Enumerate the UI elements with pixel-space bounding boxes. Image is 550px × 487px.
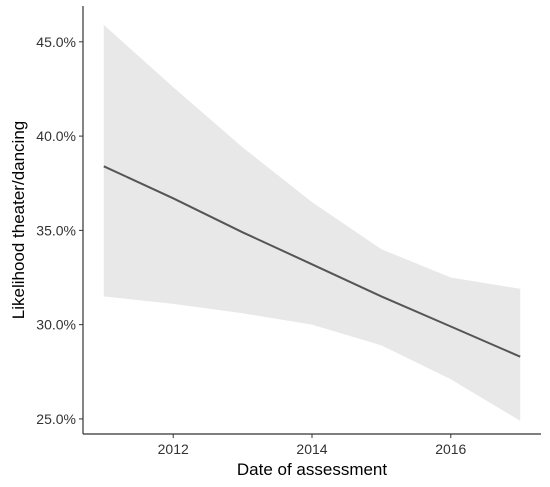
y-tick-label: 35.0% [36, 222, 76, 238]
trend-line [103, 165, 521, 358]
x-axis-label: Date of assessment [237, 460, 388, 479]
y-axis-ticks: 25.0% 30.0% 35.0% 40.0% 45.0% [36, 34, 83, 427]
confidence-band [103, 24, 521, 421]
y-tick-label: 40.0% [36, 128, 76, 144]
x-tick-label: 2014 [296, 441, 327, 457]
y-tick-label: 45.0% [36, 34, 76, 50]
x-tick-label: 2012 [158, 441, 189, 457]
y-axis-label: Likelihood theater/dancing [9, 121, 28, 319]
y-tick-label: 25.0% [36, 411, 76, 427]
y-tick-label: 30.0% [36, 317, 76, 333]
x-axis-ticks: 2012 2014 2016 [158, 434, 467, 457]
x-tick-label: 2016 [435, 441, 466, 457]
